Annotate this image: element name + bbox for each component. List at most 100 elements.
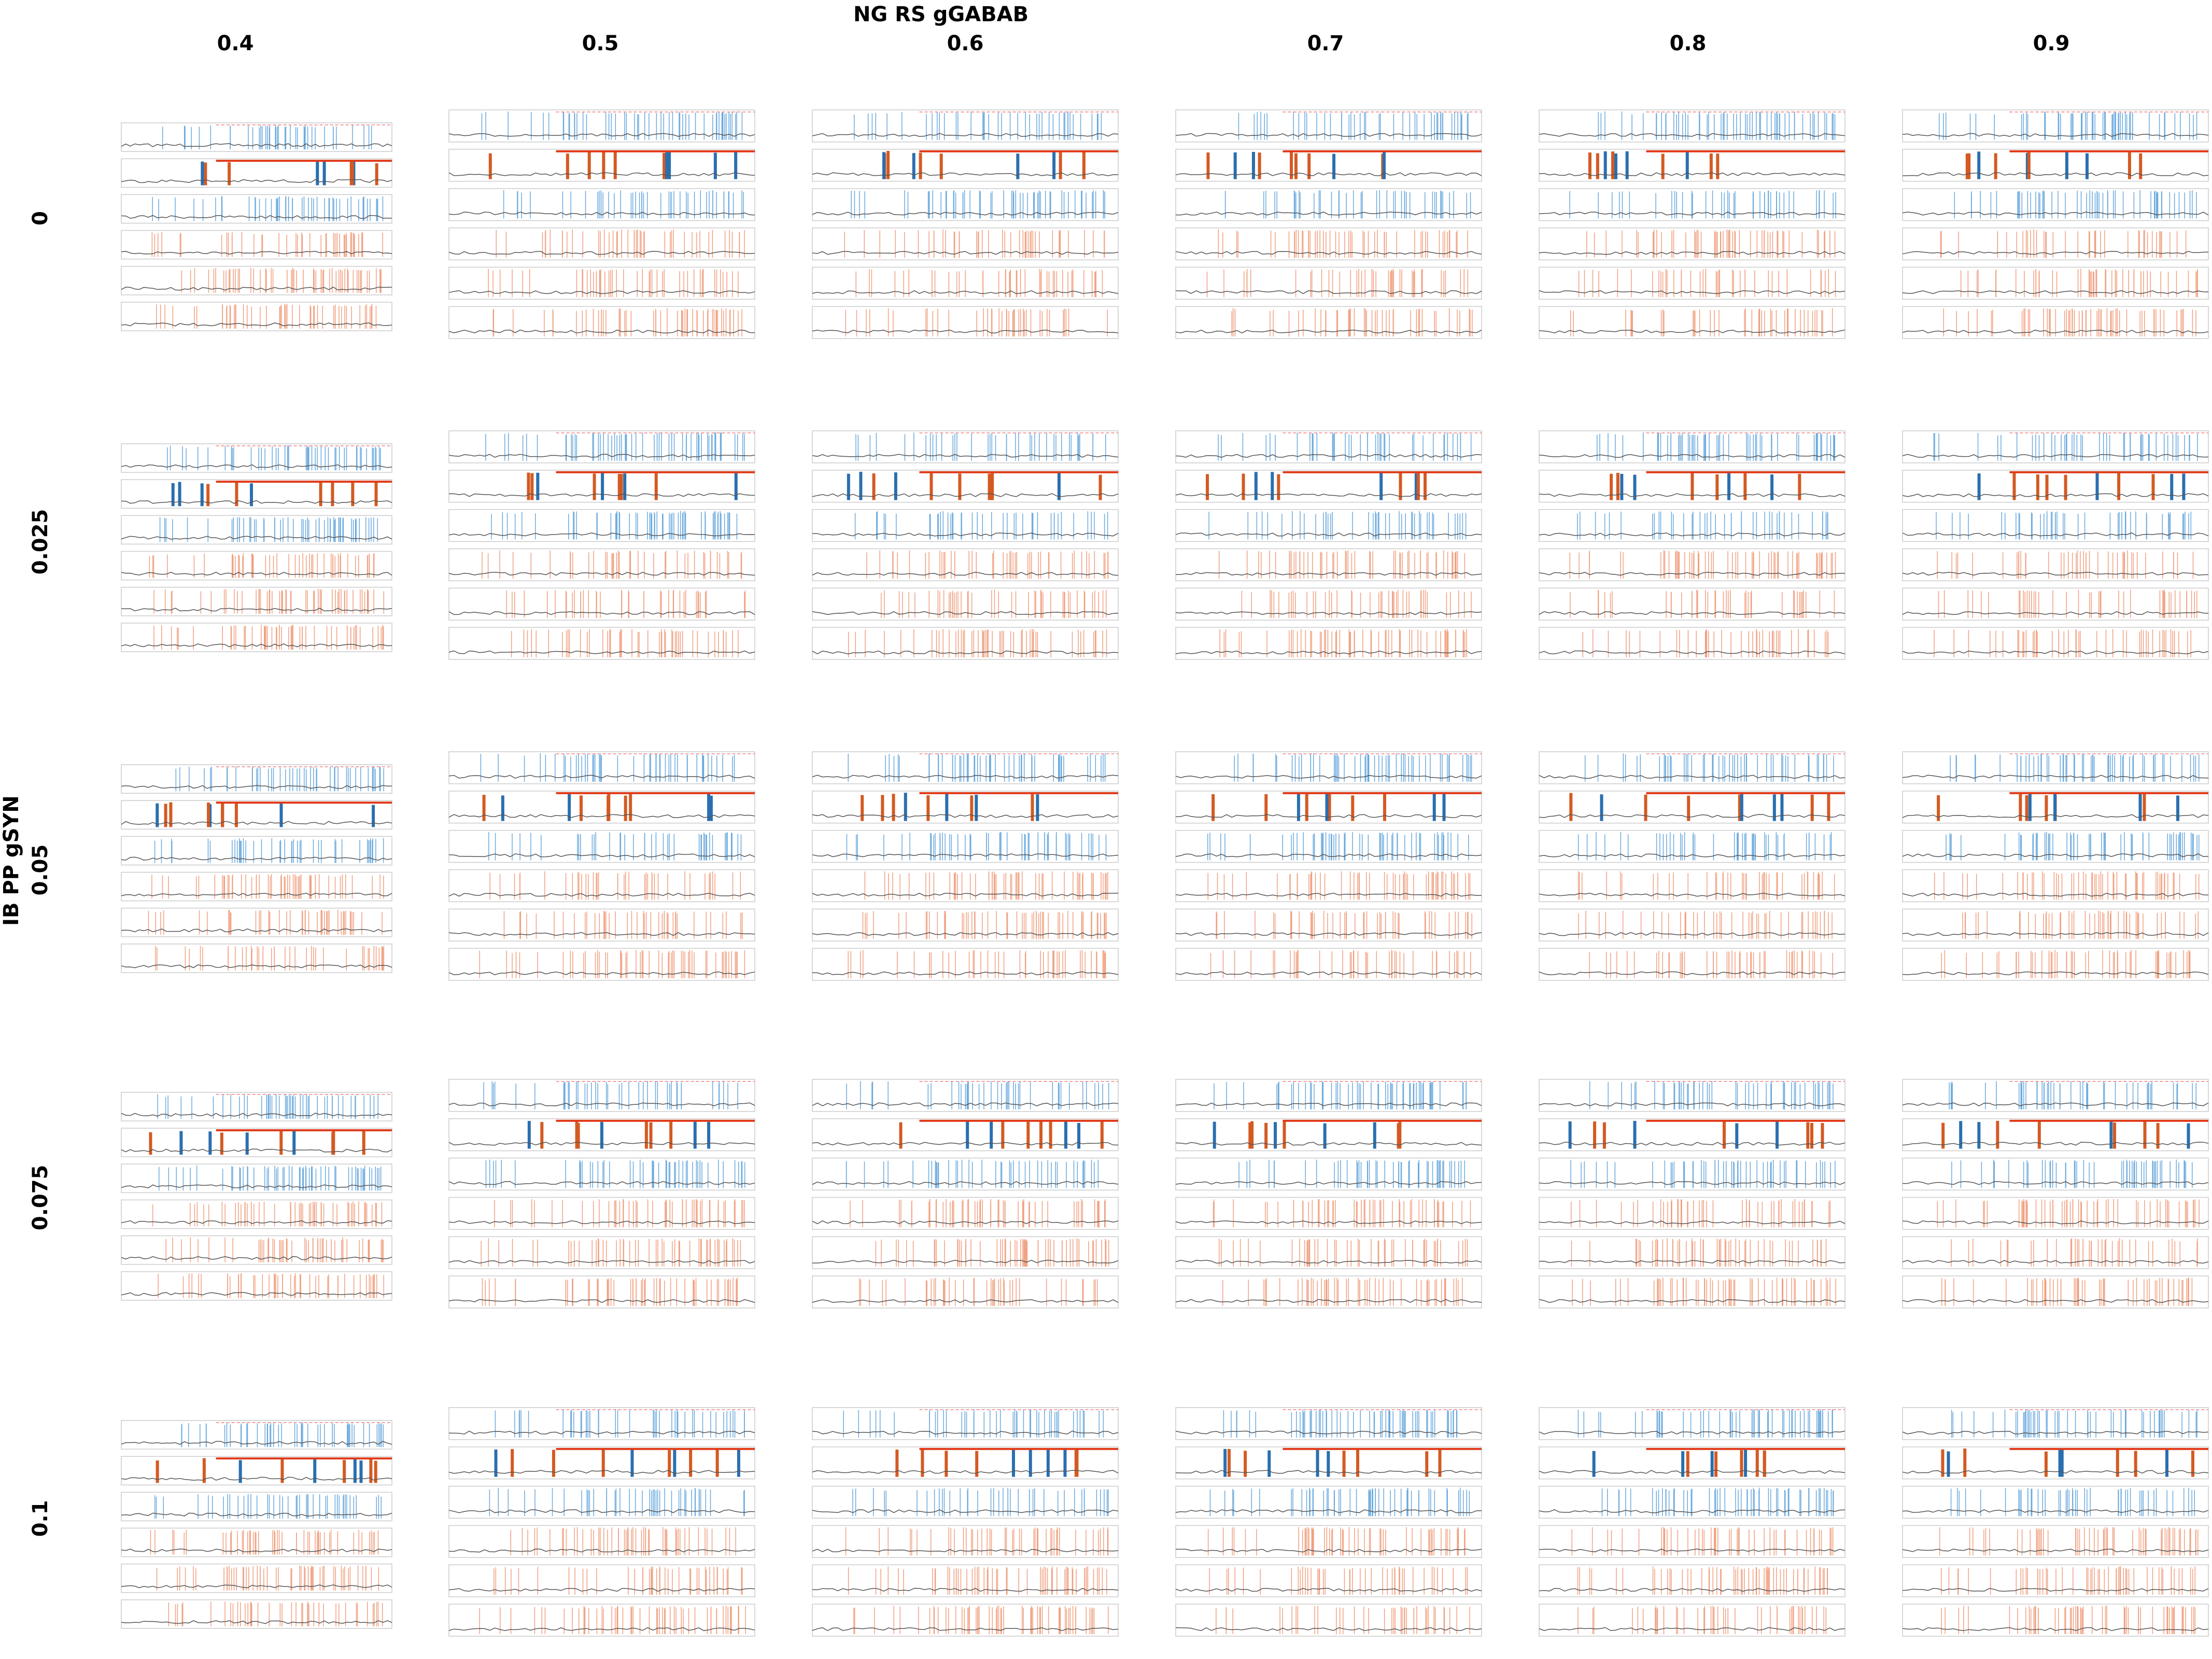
thumbnail [121, 1092, 392, 1301]
trace [121, 856, 392, 861]
subplot-frame [448, 948, 755, 981]
subplot-frame [121, 1128, 392, 1158]
trace [1175, 532, 1482, 537]
trace [1539, 290, 1845, 294]
thumbnail [812, 751, 1119, 981]
subplot-frame [121, 122, 392, 152]
subplot-frame [121, 194, 392, 224]
trace [812, 493, 1119, 497]
trace [448, 611, 755, 615]
trace [448, 251, 755, 255]
subplot-frame [121, 1163, 392, 1193]
trace [1902, 853, 2209, 857]
subplot-frame [1539, 266, 1845, 300]
trace [448, 971, 755, 976]
subplot-frame [1175, 751, 1482, 784]
trace [1539, 212, 1845, 216]
trace [1539, 650, 1845, 654]
subplot-frame [1539, 627, 1845, 660]
trace [1902, 814, 2209, 818]
trace [1902, 133, 2209, 137]
thumbnail [448, 430, 755, 660]
trace [121, 785, 392, 789]
subplot-frame [812, 509, 1119, 542]
trace [812, 290, 1119, 294]
subplot-frame [1175, 869, 1482, 903]
trace [1539, 775, 1845, 779]
subplot-frame [1175, 266, 1482, 300]
subplot-frame [1902, 830, 2209, 863]
subplot-frame [1175, 587, 1482, 621]
subplot-frame [1902, 627, 2209, 660]
trace [121, 1148, 392, 1152]
trace [121, 464, 392, 468]
trace [812, 172, 1119, 176]
subplot-frame [448, 509, 755, 542]
subplot-frame [1539, 869, 1845, 903]
subplot-frame [121, 836, 392, 866]
subplot-frame [121, 515, 392, 545]
subplot-frame [1539, 227, 1845, 261]
subplot-frame [121, 623, 392, 652]
subplot-frame [1175, 948, 1482, 981]
subplot-frame [1902, 751, 2209, 784]
trace [812, 454, 1119, 458]
subplot-frame [1539, 430, 1845, 463]
trace [812, 571, 1119, 576]
trace [1539, 133, 1845, 137]
subplot-frame [1539, 548, 1845, 582]
subplot-frame [1175, 188, 1482, 221]
trace [1902, 329, 2209, 334]
trace [448, 572, 755, 576]
trace [1539, 971, 1845, 975]
subplot-frame [1539, 149, 1845, 182]
subplot-frame [448, 791, 755, 824]
trace [121, 821, 392, 825]
trace [1539, 932, 1845, 936]
trace [1902, 493, 2209, 497]
thumbnail [1539, 109, 1845, 339]
trace [1175, 893, 1482, 897]
subplot-frame [121, 764, 392, 794]
subplot-frame [1539, 791, 1845, 824]
trace [812, 971, 1119, 976]
trace [1539, 250, 1845, 255]
trace [121, 608, 392, 612]
subplot-frame [1539, 306, 1845, 339]
subplot-frame [121, 479, 392, 509]
trace [448, 493, 755, 497]
trace [1902, 775, 2209, 779]
trace [121, 1220, 392, 1225]
trace [812, 133, 1119, 137]
trace [121, 500, 392, 504]
subplot-frame [1175, 509, 1482, 542]
trace [1175, 493, 1482, 497]
trace [121, 215, 392, 219]
trace [1539, 814, 1845, 818]
trace [1902, 650, 2209, 654]
trace [812, 212, 1119, 216]
subplot-frame [1902, 948, 2209, 981]
subplot-frame [448, 830, 755, 863]
trace [1539, 493, 1845, 497]
subplot-frame [448, 188, 755, 221]
subplot-frame [121, 443, 392, 473]
trace [1539, 454, 1845, 458]
subplot-frame [121, 158, 392, 188]
trace [448, 893, 755, 897]
subplot-frame [1175, 791, 1482, 824]
trace [121, 143, 392, 147]
trace [1175, 650, 1482, 655]
subplot-frame [448, 430, 755, 463]
trace [1902, 971, 2209, 976]
trace [812, 814, 1119, 818]
subplot-frame [1175, 627, 1482, 660]
trace [448, 853, 755, 857]
trace [1175, 251, 1482, 255]
trace [812, 532, 1119, 537]
trace [448, 172, 755, 176]
trace [1902, 893, 2209, 897]
trace [448, 532, 755, 537]
